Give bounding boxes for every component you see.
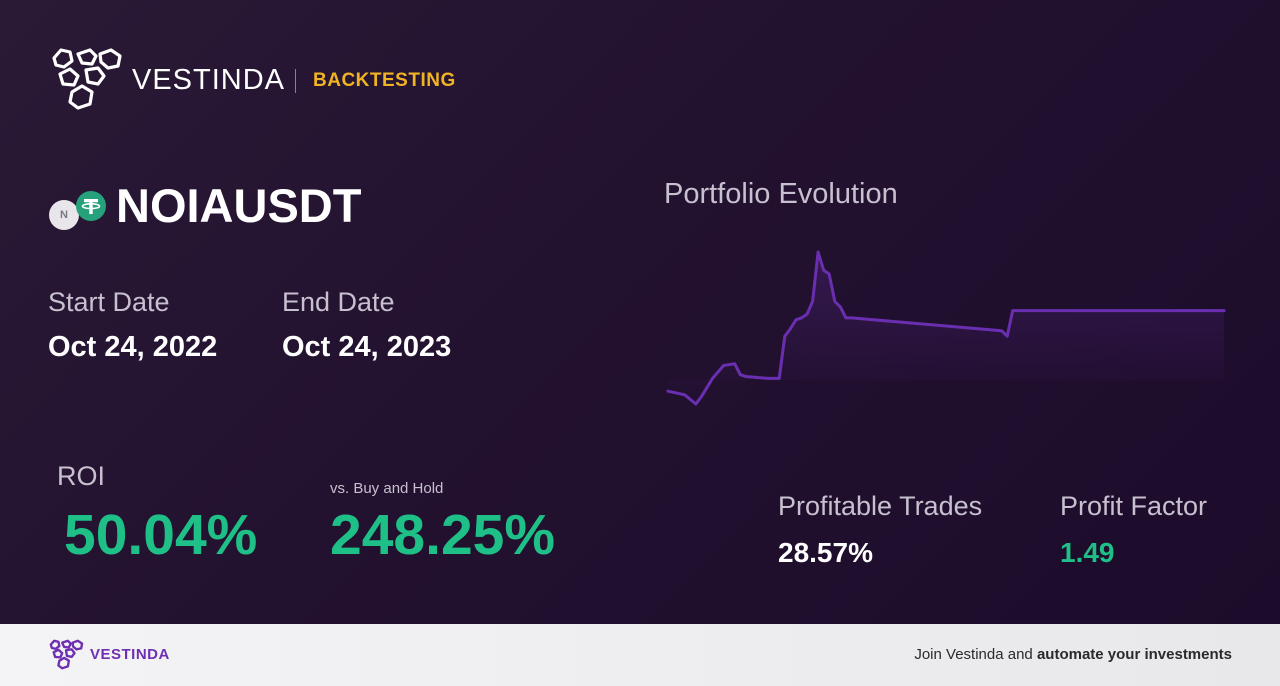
footer-cta-text: Join Vestinda and — [914, 646, 1037, 663]
footer-bar: VESTINDA Join Vestinda and automate your… — [0, 624, 1280, 686]
brand-name: VESTINDA — [132, 64, 286, 96]
backtest-card: VESTINDA BACKTESTING N NOIAUSDT Start Da… — [0, 0, 1280, 624]
footer-brand-name: VESTINDA — [90, 646, 170, 663]
portfolio-line — [666, 250, 1226, 406]
portfolio-chart — [666, 250, 1226, 406]
buy-hold-label: vs. Buy and Hold — [330, 480, 444, 497]
end-date-value: Oct 24, 2023 — [282, 331, 452, 363]
buy-hold-value: 248.25% — [330, 503, 556, 567]
footer-cta[interactable]: Join Vestinda and automate your investme… — [914, 646, 1232, 663]
start-date-label: Start Date — [48, 287, 170, 317]
vestinda-logo-icon — [52, 48, 122, 110]
tether-coin-icon — [76, 191, 106, 221]
roi-label: ROI — [57, 461, 106, 491]
profit-factor-value: 1.49 — [1060, 537, 1115, 568]
roi-value: 50.04% — [64, 503, 258, 567]
trading-pair-title: NOIAUSDT — [116, 179, 362, 232]
profit-factor-label: Profit Factor — [1060, 491, 1208, 521]
noia-coin-icon: N — [49, 200, 79, 230]
start-date-value: Oct 24, 2022 — [48, 331, 218, 363]
end-date-label: End Date — [282, 287, 395, 317]
profitable-trades-label: Profitable Trades — [778, 491, 983, 521]
brand-divider — [295, 69, 296, 93]
footer-cta-bold: automate your investments — [1036, 646, 1232, 663]
footer-logo-icon — [49, 639, 84, 670]
section-title: BACKTESTING — [313, 70, 456, 91]
chart-title: Portfolio Evolution — [664, 178, 898, 210]
portfolio-area — [668, 252, 1224, 404]
profitable-trades-value: 28.57% — [778, 537, 873, 568]
